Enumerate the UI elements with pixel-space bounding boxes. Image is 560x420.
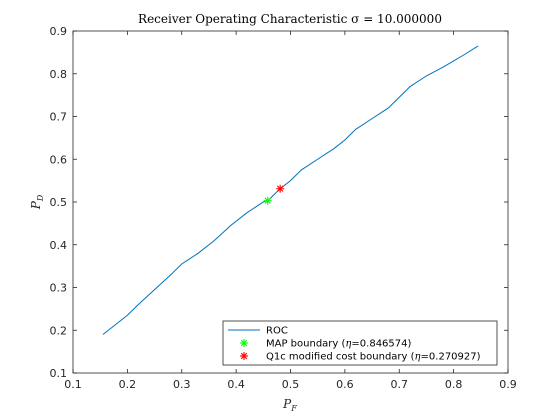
y-tick-label: 0.8 xyxy=(50,68,68,81)
legend-label: ROC xyxy=(266,326,288,337)
legend-label: MAP boundary (η=0.846574) xyxy=(266,339,412,350)
x-tick-label: 0.8 xyxy=(445,378,463,391)
map-boundary-point xyxy=(263,196,272,205)
series-layer xyxy=(102,45,479,335)
x-tick-label: 0.1 xyxy=(64,378,82,391)
axes: 0.1 0.2 0.3 0.4 0.5 0.6 0.7 0.8 0.9 0.1 0.2 0.3 0.4 0… xyxy=(50,25,517,391)
x-tick-label: 0.3 xyxy=(173,378,191,391)
y-axis-label: PD xyxy=(29,194,45,210)
x-axis-label: PF xyxy=(282,397,297,413)
x-tick-label: 0.4 xyxy=(227,378,245,391)
legend-box xyxy=(222,320,498,366)
plot-background xyxy=(73,31,508,373)
legend-q1c-boundary: Q1c modified cost boundary (η=0.270927) xyxy=(240,352,481,363)
legend-star-swatch xyxy=(240,352,248,360)
q1c-boundary-point xyxy=(276,184,285,193)
legend-label: Q1c modified cost boundary (η=0.270927) xyxy=(266,352,481,363)
x-tick-label: 0.5 xyxy=(282,378,300,391)
y-tick-label: 0.2 xyxy=(50,324,68,337)
legend-star-swatch xyxy=(240,339,248,347)
roc-line xyxy=(102,45,479,335)
y-tick-label: 0.7 xyxy=(50,111,68,124)
legend-map-boundary: MAP boundary (η=0.846574) xyxy=(240,339,412,350)
chart-title: Receiver Operating Characteristic σ = 10… xyxy=(138,12,442,26)
x-tick-label: 0.6 xyxy=(336,378,354,391)
x-tick-label: 0.9 xyxy=(499,378,517,391)
y-tick-label: 0.4 xyxy=(50,239,68,252)
plot-area xyxy=(73,31,508,373)
y-tick-label: 0.5 xyxy=(50,196,68,209)
legend: ROC MAP boundary (η=0.846574) Q1c modified… xyxy=(222,320,498,366)
y-tick-label: 0.1 xyxy=(50,367,68,380)
y-tick-label: 0.9 xyxy=(50,25,68,38)
x-tick-label: 0.2 xyxy=(119,378,137,391)
y-tick-label: 0.3 xyxy=(50,282,68,295)
x-tick-label: 0.7 xyxy=(391,378,409,391)
y-tick-label: 0.6 xyxy=(50,153,68,166)
legend-roc: ROC xyxy=(228,326,288,337)
